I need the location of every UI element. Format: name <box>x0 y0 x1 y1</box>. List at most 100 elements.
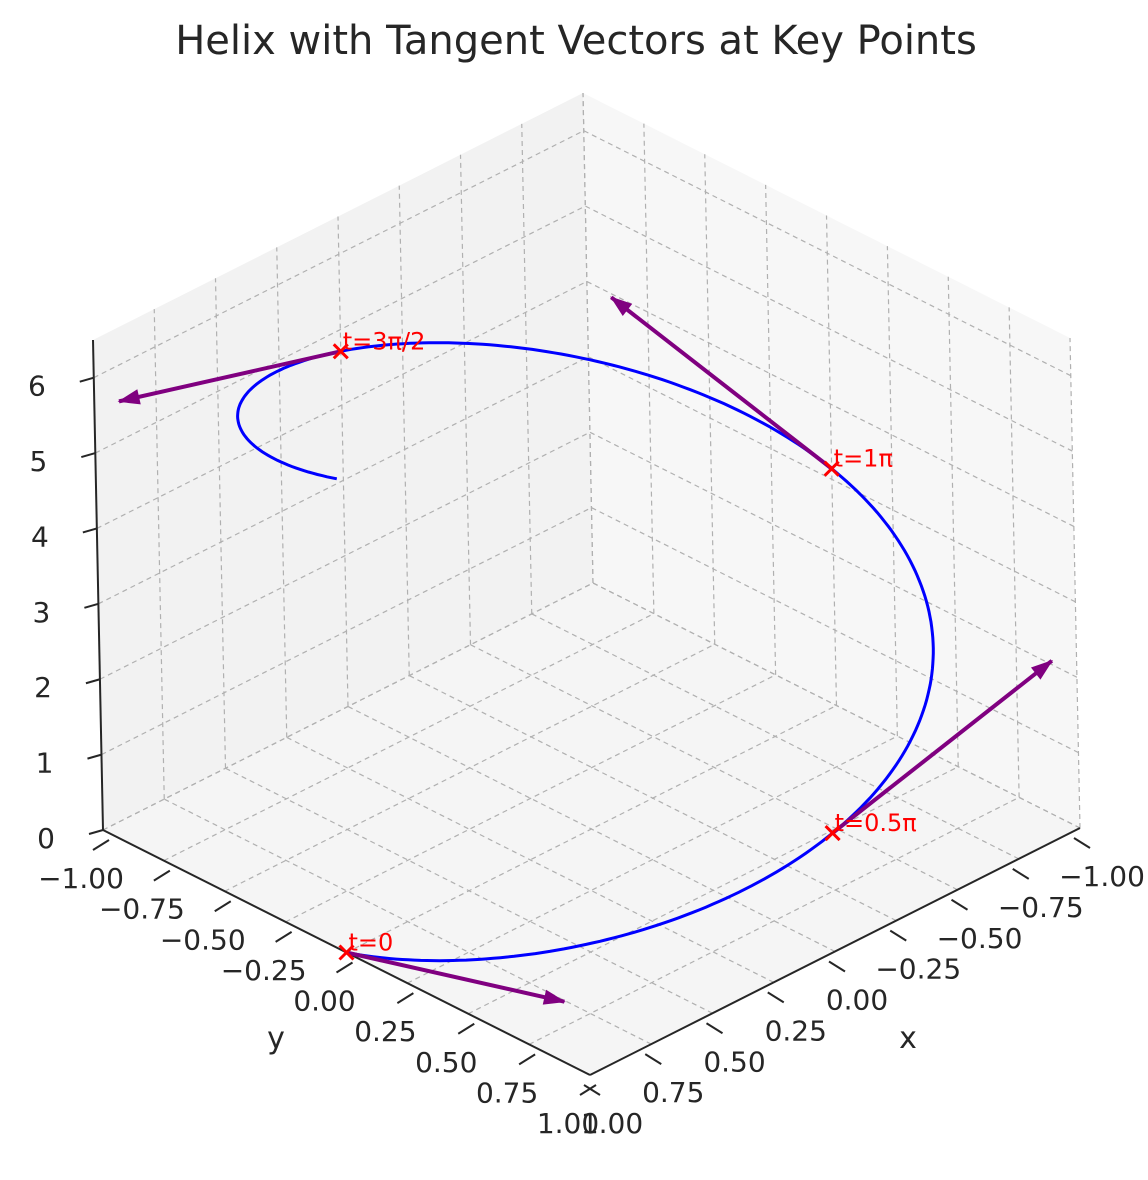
z-tick-mark <box>79 376 95 383</box>
x-tick-label: −0.75 <box>998 891 1084 924</box>
y-tick-mark <box>153 869 171 882</box>
tangent-arrow-head <box>610 296 633 316</box>
right-wall-grid-y <box>1008 307 1020 798</box>
tangent-arrow-shaft <box>831 659 1054 835</box>
left-wall-grid-x <box>337 216 349 707</box>
x-tick-mark <box>1073 837 1091 849</box>
tangent-arrow-head <box>542 989 566 1005</box>
y-tick-label: 0.00 <box>293 985 355 1018</box>
x-tick-label: 0.50 <box>703 1045 765 1078</box>
tick-labels: −1.00−0.75−0.50−0.250.000.250.500.751.00… <box>28 370 1145 1140</box>
floor-grid-x <box>470 644 958 891</box>
right-wall-grid-z <box>583 130 1072 377</box>
z-tick-mark <box>87 753 102 760</box>
chart-title: Helix with Tangent Vectors at Key Points <box>175 18 977 64</box>
x-axis-label: x <box>899 1021 917 1056</box>
x-tick-label: −1.00 <box>1059 860 1145 893</box>
z-tick-mark <box>88 829 104 835</box>
right-wall-grid-y <box>886 246 898 737</box>
tangent-arrow-shaft <box>118 349 342 404</box>
key-point-label: t=3π/2 <box>343 327 426 355</box>
y-tick-mark <box>335 961 354 974</box>
z-tick-label: 6 <box>28 370 46 403</box>
left-wall-grid-z <box>96 280 588 529</box>
key-point-marker <box>824 825 841 842</box>
right-wall-grid-z <box>589 431 1078 678</box>
x-tick-mark <box>767 991 785 1004</box>
x-tick-label: 0.25 <box>765 1014 827 1047</box>
tangent-arrow-head <box>1030 659 1053 680</box>
floor-grid-x <box>225 767 713 1014</box>
key-point-marker <box>823 460 840 477</box>
z-tick-label: 4 <box>31 520 49 553</box>
y-tick-mark <box>579 1084 597 1096</box>
y-tick-label: 0.75 <box>476 1076 538 1109</box>
y-tick-mark <box>92 839 110 851</box>
key-points: t=0 t=0.5π t=1π t=3π/2 <box>332 327 917 961</box>
y-axis-label: y <box>267 1021 285 1056</box>
z-tick-mark <box>85 678 101 685</box>
x-tick-label: 1.00 <box>581 1107 643 1140</box>
floor-grid-y <box>467 766 959 1015</box>
x-tick-mark <box>705 1022 724 1035</box>
y-tick-mark <box>214 900 232 913</box>
left-wall-grid-z <box>93 130 585 379</box>
tangent-vectors <box>117 295 1054 1005</box>
key-point-label: t=1π <box>834 445 893 473</box>
x-axis-line <box>589 827 1081 1076</box>
left-wall-grid-x <box>398 185 410 676</box>
right-wall-grid-z <box>588 356 1076 603</box>
x-tick-mark <box>1012 868 1030 880</box>
x-tick-label: −0.25 <box>875 953 961 986</box>
marker-stroke <box>338 944 355 961</box>
left-wall-grid-x <box>521 123 533 614</box>
y-tick-label: 0.25 <box>354 1015 416 1048</box>
right-wall-grid-z <box>591 507 1079 754</box>
floor-grid-x <box>163 798 652 1045</box>
floor-grid-y <box>407 735 898 984</box>
key-point-label: t=0.5π <box>835 809 917 837</box>
z-tick-label: 1 <box>36 747 54 780</box>
right-wall-grid-y <box>643 123 655 614</box>
left-wall-grid-z <box>98 356 589 605</box>
z-tick-mark <box>82 527 98 534</box>
key-point-marker <box>332 343 349 360</box>
key-point-label: t=0 <box>349 929 394 957</box>
x-tick-mark <box>889 929 907 942</box>
marker-stroke <box>332 343 349 360</box>
key-point-marker <box>338 944 355 961</box>
left-wall-grid-z <box>101 507 592 756</box>
marker-stroke <box>824 825 841 842</box>
y-tick-mark <box>457 1022 475 1035</box>
floor-grid-y <box>346 704 837 954</box>
z-tick-label: 2 <box>34 671 52 704</box>
left-wall-grid-z <box>95 205 586 454</box>
x-tick-label: −0.50 <box>937 922 1023 955</box>
tangent-arrow-shaft <box>346 950 565 1004</box>
y-tick-label: 1.00 <box>537 1107 599 1140</box>
x-tick-label: 0.00 <box>826 984 888 1017</box>
x-tick-mark <box>950 898 969 911</box>
right-wall-grid-y <box>947 276 959 767</box>
x-tick-label: 0.75 <box>642 1076 704 1109</box>
y-tick-label: −0.50 <box>160 923 246 956</box>
right-wall-grid-y <box>825 215 838 706</box>
marker-stroke <box>823 460 840 477</box>
left-wall-grid-x <box>582 92 594 584</box>
floor-grid-y <box>285 674 776 923</box>
y-tick-label: 0.50 <box>415 1046 477 1079</box>
x-tick-mark <box>644 1053 662 1065</box>
right-wall-grid-y <box>1069 337 1081 829</box>
left-wall-grid-z <box>99 431 591 680</box>
right-wall-grid-z <box>586 280 1075 527</box>
z-tick-mark <box>84 602 99 609</box>
grid-lines <box>92 92 1081 1076</box>
right-wall-grid-z <box>585 205 1073 452</box>
y-tick-label: −1.00 <box>38 862 124 895</box>
z-tick-mark <box>81 452 96 459</box>
z-axis-line <box>92 339 104 831</box>
x-tick-mark <box>828 960 846 973</box>
floor-grid-x <box>286 736 775 983</box>
z-tick-label: 5 <box>29 445 47 478</box>
